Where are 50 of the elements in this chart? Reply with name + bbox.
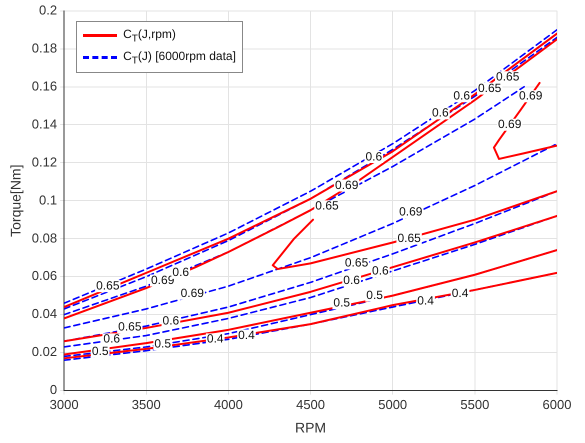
annotation: 0.6 — [372, 263, 390, 278]
annotation: 0.65 — [96, 278, 120, 292]
annotation: 0.6 — [172, 265, 190, 280]
annotation: 0.6 — [432, 106, 450, 120]
y-tick-label: 0.2 — [39, 2, 58, 18]
annotation: 0.6 — [343, 272, 360, 287]
annotation: 0.65 — [496, 70, 520, 84]
y-tick-label: 0.1 — [39, 192, 58, 208]
x-tick-label: 4000 — [214, 396, 243, 412]
annotation: 0.6 — [162, 313, 180, 328]
y-axis-title: Torque[Nm] — [7, 164, 24, 237]
annotation: 0.65 — [344, 256, 369, 270]
y-tick-label: 0.08 — [32, 230, 58, 246]
x-tick-label: 5000 — [378, 396, 408, 412]
annotation: 0.5 — [333, 296, 350, 310]
y-tick-label: 0.16 — [32, 78, 58, 94]
y-tick-label: 0.02 — [32, 344, 58, 360]
annotation: 0.65 — [397, 230, 422, 245]
annotation: 0.69 — [180, 286, 204, 300]
legend-label: C$_{T}$(J) [6000rpm data] — [123, 49, 236, 66]
annotation: 0.4 — [206, 332, 224, 346]
y-tick-label: 0.14 — [32, 116, 58, 132]
x-tick-label: 4500 — [296, 396, 326, 412]
annotation: 0.5 — [92, 344, 109, 358]
annotation: 0.4 — [417, 294, 434, 308]
annotation: 0.65 — [118, 319, 142, 334]
annotation: 0.6 — [103, 332, 120, 346]
annotation: 0.5 — [366, 288, 384, 302]
annotation: 0.69 — [519, 88, 543, 103]
annotation: 0.5 — [154, 336, 172, 350]
annotation: 0.69 — [498, 117, 522, 132]
x-tick-label: 6000 — [542, 396, 572, 412]
annotation: 0.6 — [365, 149, 382, 164]
legend-label: C$_{T}$(J,rpm) — [123, 27, 176, 44]
y-tick-label: 0.06 — [32, 268, 58, 284]
annotation: 0.4 — [452, 286, 469, 300]
annotation: 0.65 — [478, 80, 502, 95]
annotation: 0.65 — [315, 198, 339, 213]
x-tick-label: 3000 — [50, 396, 79, 412]
y-tick-label: 0.04 — [32, 306, 58, 322]
x-tick-label: 5500 — [460, 396, 490, 412]
annotation: 0.4 — [238, 328, 256, 342]
y-tick-label: 0 — [50, 382, 58, 398]
y-tick-label: 0.18 — [32, 40, 58, 56]
annotation: 0.69 — [399, 204, 423, 218]
annotation: 0.6 — [453, 88, 470, 103]
x-axis-title: RPM — [294, 419, 326, 436]
y-tick-label: 0.12 — [32, 154, 58, 170]
annotation: 0.69 — [335, 178, 359, 192]
x-tick-label: 3500 — [132, 396, 161, 412]
